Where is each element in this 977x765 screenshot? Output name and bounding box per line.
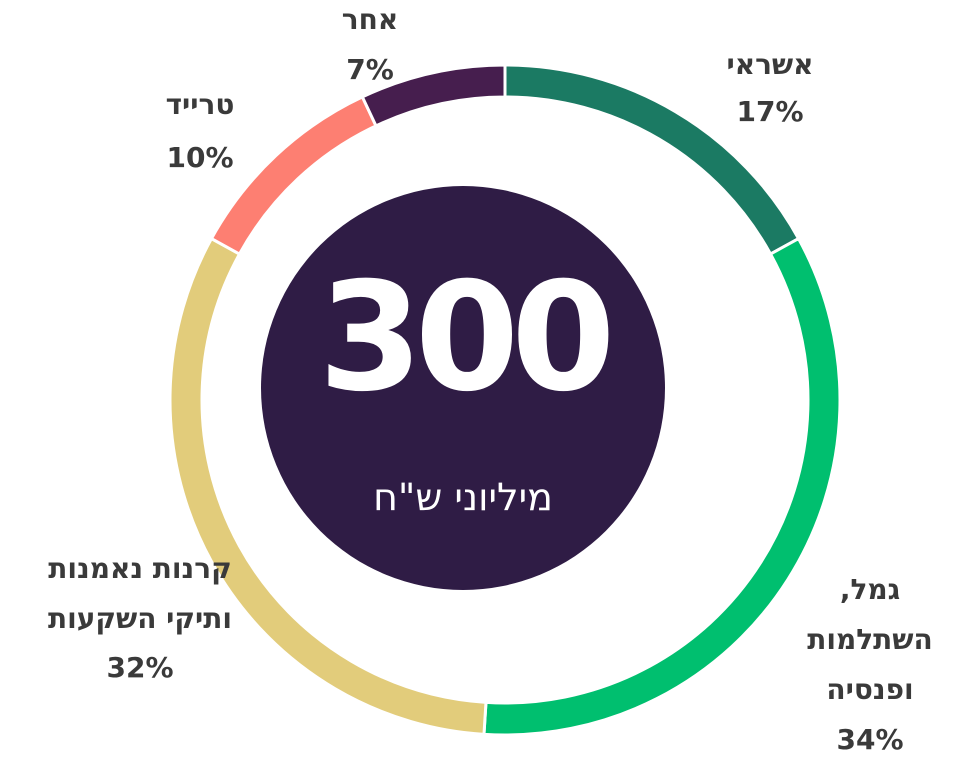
- center-label: מיליוני ש"ח: [373, 476, 553, 520]
- segment-label: גמל, השתלמות ופנסיה: [807, 573, 933, 706]
- segment-value-label: 17%: [736, 95, 804, 128]
- segment-label: קרנות נאמנות ותיקי השקעות: [47, 552, 233, 635]
- segment-value-label: 32%: [106, 651, 174, 684]
- segment-value-label: 10%: [166, 141, 234, 174]
- center-value: 300: [318, 251, 609, 425]
- segment-value-label: 7%: [346, 53, 394, 86]
- donut-segment: [360, 63, 507, 128]
- center-disc: [261, 186, 665, 590]
- segment-label: אשראי: [726, 48, 814, 81]
- segment-label: אחר: [341, 3, 399, 36]
- segment-value-label: 34%: [836, 723, 904, 756]
- segment-label: טרייד: [165, 88, 235, 121]
